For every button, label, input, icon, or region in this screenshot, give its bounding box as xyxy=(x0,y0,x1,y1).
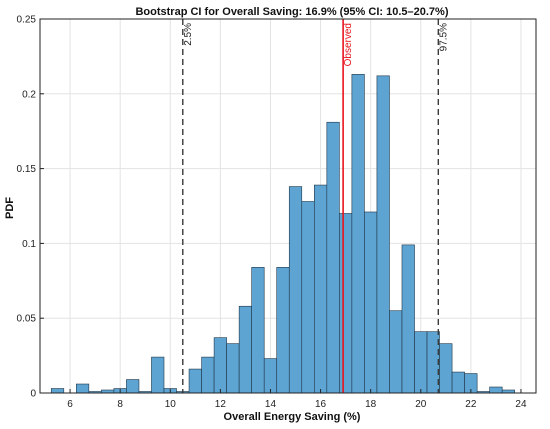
x-tick-label: 8 xyxy=(117,399,123,410)
histogram-bar xyxy=(389,310,403,394)
histogram-bar xyxy=(414,331,428,394)
x-tick-label: 24 xyxy=(515,399,527,410)
reference-lines: 2.5% Observed 97.5% xyxy=(182,19,449,393)
histogram-bar xyxy=(188,368,202,394)
y-tick-label: 0.2 xyxy=(22,89,36,100)
histogram-bar xyxy=(251,267,265,394)
x-tick-label: 14 xyxy=(265,399,277,410)
reference-line-label: 97.5% xyxy=(438,23,449,51)
histogram-bar xyxy=(376,75,390,394)
histogram-bar xyxy=(263,358,278,394)
y-tick-label: 0 xyxy=(30,389,36,400)
histogram-bar xyxy=(288,186,303,394)
plot-frame xyxy=(39,18,537,394)
x-tick-label: 16 xyxy=(315,399,327,410)
y-tick-label: 0.05 xyxy=(17,314,37,325)
histogram-bar xyxy=(401,244,415,394)
histogram-bar xyxy=(364,211,378,394)
histogram-bar xyxy=(489,386,503,394)
x-tick-label: 22 xyxy=(465,399,477,410)
histogram-bar xyxy=(451,371,465,394)
histogram-bar xyxy=(326,121,340,394)
y-tick-label: 0.25 xyxy=(17,15,37,26)
x-tick-label: 6 xyxy=(67,399,73,410)
histogram-bar xyxy=(213,337,227,394)
histogram-bar xyxy=(339,213,353,394)
x-tick-label: 12 xyxy=(215,399,227,410)
chart-title: Bootstrap CI for Overall Saving: 16.9% (… xyxy=(135,6,448,18)
histogram-bar xyxy=(301,201,315,394)
histogram-bar xyxy=(238,305,252,394)
y-tick-label: 0.15 xyxy=(17,164,37,175)
histogram-bar xyxy=(351,74,365,394)
x-axis-ticks: 6 8 10 12 14 16 18 20 22 24 xyxy=(67,389,527,410)
x-axis-label: Overall Energy Saving (%) xyxy=(224,411,361,423)
y-tick-label: 0.1 xyxy=(22,239,36,250)
reference-line-label: 2.5% xyxy=(183,23,194,46)
histogram-bars xyxy=(50,74,516,394)
histogram-bar xyxy=(151,356,165,394)
histogram-bar xyxy=(314,184,328,394)
histogram-bar xyxy=(226,343,240,394)
x-tick-label: 10 xyxy=(165,399,177,410)
histogram-bar xyxy=(126,379,140,394)
histogram-bar xyxy=(439,343,453,394)
x-tick-label: 20 xyxy=(415,399,427,410)
y-axis-ticks: 0 0.05 0.1 0.15 0.2 0.25 xyxy=(17,15,44,400)
histogram-bar xyxy=(50,388,65,394)
y-axis-label: PDF xyxy=(4,197,16,219)
histogram-bar xyxy=(201,356,215,394)
histogram-bar xyxy=(276,267,290,394)
x-tick-label: 18 xyxy=(365,399,377,410)
histogram-bar xyxy=(76,383,90,394)
reference-line-label: Observed xyxy=(343,23,354,66)
